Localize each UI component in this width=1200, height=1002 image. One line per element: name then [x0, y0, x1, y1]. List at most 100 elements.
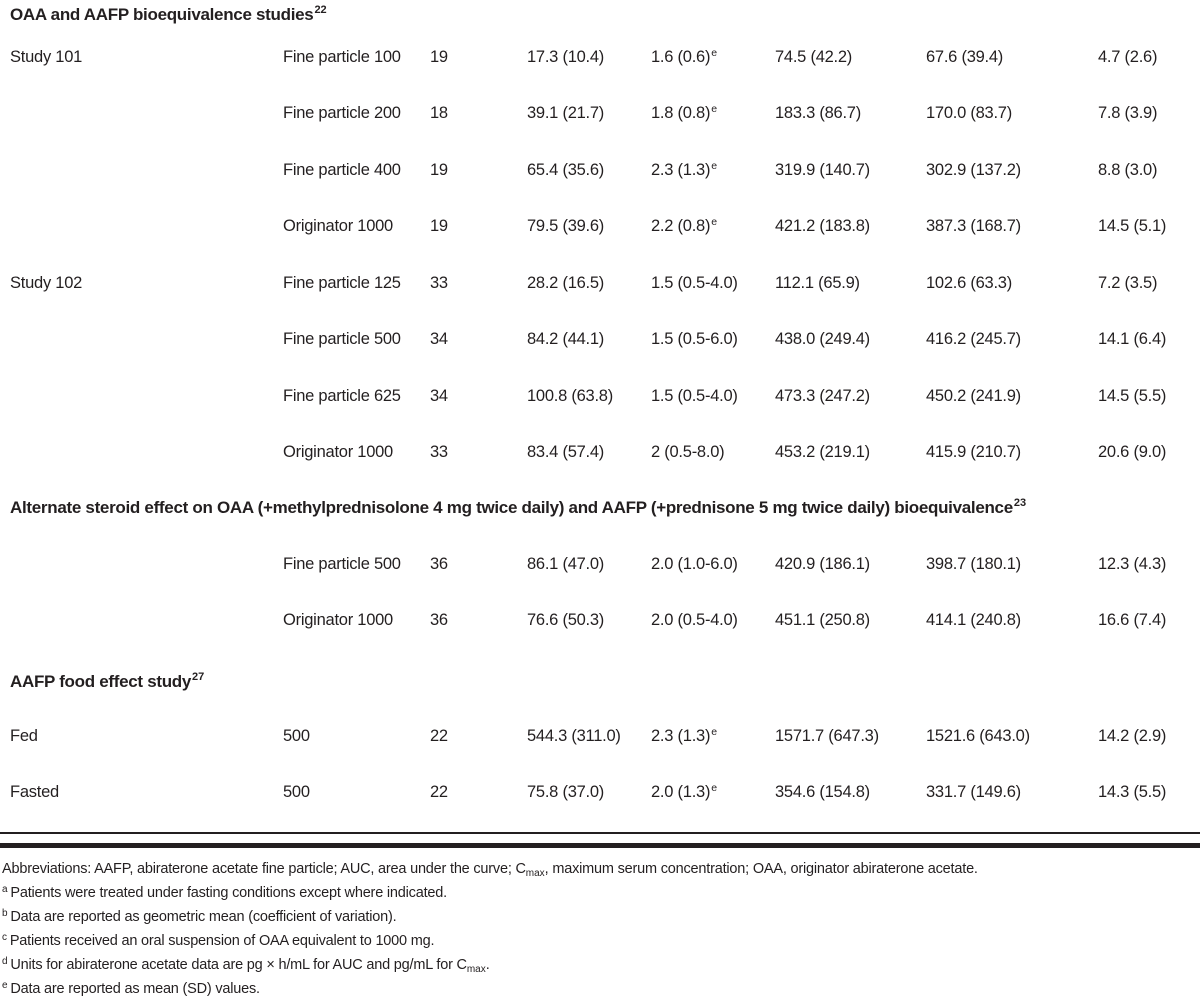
value-cell-2: 2.0 (1.3)e	[651, 782, 775, 802]
value-text: 1.5 (0.5-6.0)	[651, 330, 738, 349]
footnote-c: c Patients received an oral suspension of…	[2, 930, 1200, 954]
value-cell-1: 39.1 (21.7)	[527, 104, 605, 123]
row-label-cell: Study 102	[10, 273, 83, 292]
table-row: Fasted 500 22 75.8 (37.0) 2.0 (1.3)e 354…	[10, 765, 1190, 822]
footnote-marker: d	[2, 956, 8, 967]
value-text: 2.3 (1.3)	[651, 160, 711, 179]
table-row: Fine particle 200 18 39.1 (21.7) 1.8 (0.…	[10, 86, 1190, 143]
row-label-cell: Fed	[10, 726, 38, 745]
n-cell: 22	[430, 783, 448, 802]
value-cell-5: 7.8 (3.9)	[1098, 104, 1158, 123]
table-row: Study 101 Fine particle 100 19 17.3 (10.…	[10, 29, 1190, 86]
table-row: Originator 1000 33 83.4 (57.4) 2 (0.5-8.…	[10, 425, 1190, 482]
value-cell-1: 79.5 (39.6)	[527, 217, 605, 236]
abbreviations-text: , maximum serum concentration; OAA, orig…	[544, 861, 978, 877]
value-cell-2: 2 (0.5-8.0)	[651, 443, 775, 462]
value-cell-3: 74.5 (42.2)	[775, 47, 853, 66]
abbreviations-text: Abbreviations: AAFP, abiraterone acetate…	[2, 861, 526, 877]
value-cell-5: 12.3 (4.3)	[1098, 554, 1167, 573]
reference-superscript: 23	[1013, 497, 1027, 509]
value-cell-2: 1.5 (0.5-4.0)	[651, 274, 775, 293]
treatment-cell: Fine particle 500	[283, 554, 401, 573]
footnote-text: .	[485, 957, 490, 973]
value-cell-5: 4.7 (2.6)	[1098, 47, 1158, 66]
footnote-marker-e: e	[711, 216, 717, 229]
value-cell-1: 76.6 (50.3)	[527, 611, 605, 630]
value-cell-2: 2.0 (1.0-6.0)	[651, 555, 775, 574]
value-cell-1: 84.2 (44.1)	[527, 330, 605, 349]
value-cell-1: 100.8 (63.8)	[527, 386, 613, 405]
value-cell-5: 8.8 (3.0)	[1098, 160, 1158, 179]
value-cell-2: 1.5 (0.5-4.0)	[651, 387, 775, 406]
value-cell-3: 354.6 (154.8)	[775, 783, 870, 802]
treatment-cell: 500	[283, 726, 310, 745]
divider-thick-rule	[0, 843, 1200, 848]
treatment-cell: Fine particle 200	[283, 104, 401, 123]
value-text: 1.8 (0.8)	[651, 104, 711, 123]
n-cell: 34	[430, 330, 448, 349]
value-text: 1.6 (0.6)	[651, 47, 711, 66]
value-cell-2: 2.3 (1.3)e	[651, 725, 775, 746]
n-cell: 19	[430, 160, 448, 179]
value-cell-2: 2.0 (0.5-4.0)	[651, 611, 775, 630]
table-row: Originator 1000 19 79.5 (39.6) 2.2 (0.8)…	[10, 199, 1190, 256]
footnote-d: d Units for abiraterone acetate data are …	[2, 954, 1200, 978]
footnote-text: Patients were treated under fasting cond…	[10, 885, 447, 901]
section-heading-text: OAA and AAFP bioequivalence studies	[10, 5, 314, 24]
value-cell-5: 14.5 (5.5)	[1098, 386, 1167, 405]
section-heading-bioequivalence: OAA and AAFP bioequivalence studies22	[10, 3, 1190, 29]
treatment-cell: Fine particle 625	[283, 386, 401, 405]
value-text: 2.0 (0.5-4.0)	[651, 611, 738, 630]
value-cell-3: 473.3 (247.2)	[775, 386, 870, 405]
footnote-b: b Data are reported as geometric mean (co…	[2, 906, 1200, 930]
treatment-cell: 500	[283, 783, 310, 802]
n-cell: 22	[430, 726, 448, 745]
value-cell-5: 20.6 (9.0)	[1098, 443, 1167, 462]
n-cell: 36	[430, 611, 448, 630]
value-text: 2 (0.5-8.0)	[651, 443, 725, 462]
footnote-marker-e: e	[711, 159, 717, 172]
value-cell-2: 1.5 (0.5-6.0)	[651, 330, 775, 349]
value-cell-4: 450.2 (241.9)	[926, 386, 1021, 405]
value-cell-1: 28.2 (16.5)	[527, 273, 605, 292]
value-cell-3: 451.1 (250.8)	[775, 611, 870, 630]
value-cell-4: 102.6 (63.3)	[926, 273, 1012, 292]
n-cell: 19	[430, 47, 448, 66]
treatment-cell: Originator 1000	[283, 611, 393, 630]
footnotes: Abbreviations: AAFP, abiraterone acetate…	[0, 858, 1200, 1002]
value-cell-3: 421.2 (183.8)	[775, 217, 870, 236]
value-cell-4: 415.9 (210.7)	[926, 443, 1021, 462]
section-heading-text: AAFP food effect study	[10, 672, 192, 691]
value-cell-3: 112.1 (65.9)	[775, 273, 860, 292]
divider-thin-rule	[0, 832, 1200, 834]
value-cell-1: 65.4 (35.6)	[527, 160, 605, 179]
section-rows-alternate-steroid: Fine particle 500 36 86.1 (47.0) 2.0 (1.…	[10, 536, 1190, 649]
reference-superscript: 22	[314, 4, 327, 16]
value-text: 1.5 (0.5-4.0)	[651, 386, 738, 405]
footnote-marker: b	[2, 908, 8, 919]
value-text: 2.2 (0.8)	[651, 217, 711, 236]
n-cell: 36	[430, 554, 448, 573]
treatment-cell: Fine particle 400	[283, 160, 401, 179]
section-heading-text: Alternate steroid effect on OAA (+methyl…	[10, 498, 1013, 517]
value-cell-3: 420.9 (186.1)	[775, 554, 870, 573]
value-cell-5: 14.1 (6.4)	[1098, 330, 1167, 349]
table-row: Fed 500 22 544.3 (311.0) 2.3 (1.3)e 1571…	[10, 708, 1190, 765]
n-cell: 33	[430, 273, 448, 292]
value-cell-1: 544.3 (311.0)	[527, 726, 621, 745]
value-cell-2: 2.2 (0.8)e	[651, 216, 775, 236]
value-cell-3: 438.0 (249.4)	[775, 330, 870, 349]
treatment-cell: Originator 1000	[283, 443, 393, 462]
table-row: Fine particle 500 34 84.2 (44.1) 1.5 (0.…	[10, 312, 1190, 369]
value-cell-5: 14.3 (5.5)	[1098, 783, 1167, 802]
n-cell: 18	[430, 104, 448, 123]
value-cell-5: 16.6 (7.4)	[1098, 611, 1167, 630]
value-text: 2.0 (1.0-6.0)	[651, 554, 738, 573]
section-heading-alternate-steroid: Alternate steroid effect on OAA (+methyl…	[10, 496, 1190, 522]
n-cell: 19	[430, 217, 448, 236]
value-cell-3: 319.9 (140.7)	[775, 160, 870, 179]
footnote-marker-e: e	[711, 725, 717, 738]
footnote-marker-e: e	[711, 46, 717, 59]
footnote-text: Data are reported as geometric mean (coe…	[10, 909, 397, 925]
value-text: 1.5 (0.5-4.0)	[651, 273, 738, 292]
